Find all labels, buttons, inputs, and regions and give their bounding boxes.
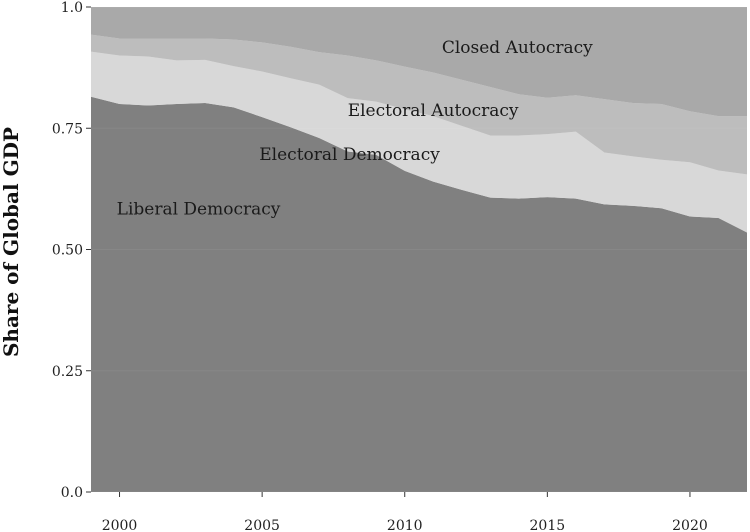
x-tick-label: 2000 (102, 518, 138, 532)
area-liberal-democracy (91, 96, 747, 492)
area-closed-autocracy (91, 7, 747, 117)
area-electoral-democracy (91, 51, 747, 233)
x-tick-label: 2010 (387, 518, 423, 532)
y-axis-title: Share of Global GDP (0, 127, 23, 357)
y-tick-label: 0.75 (52, 121, 83, 137)
x-tick-label: 2015 (530, 518, 566, 532)
y-tick-label: 1.0 (61, 0, 83, 16)
stack-label-liberal-democracy: Liberal Democracy (117, 200, 281, 220)
area-electoral-autocracy (91, 34, 747, 175)
x-tick-label: 2005 (244, 518, 280, 532)
y-tick-label: 0.50 (52, 243, 83, 259)
stack-label-electoral-autocracy: Electoral Autocracy (348, 101, 519, 121)
x-tick-label: 2020 (672, 518, 708, 532)
area-layer (91, 7, 747, 492)
stack-label-closed-autocracy: Closed Autocracy (442, 38, 593, 58)
y-tick-label: 0.25 (52, 364, 83, 380)
stack-label-electoral-democracy: Electoral Democracy (259, 145, 440, 165)
y-tick-label: 0.0 (61, 485, 83, 501)
